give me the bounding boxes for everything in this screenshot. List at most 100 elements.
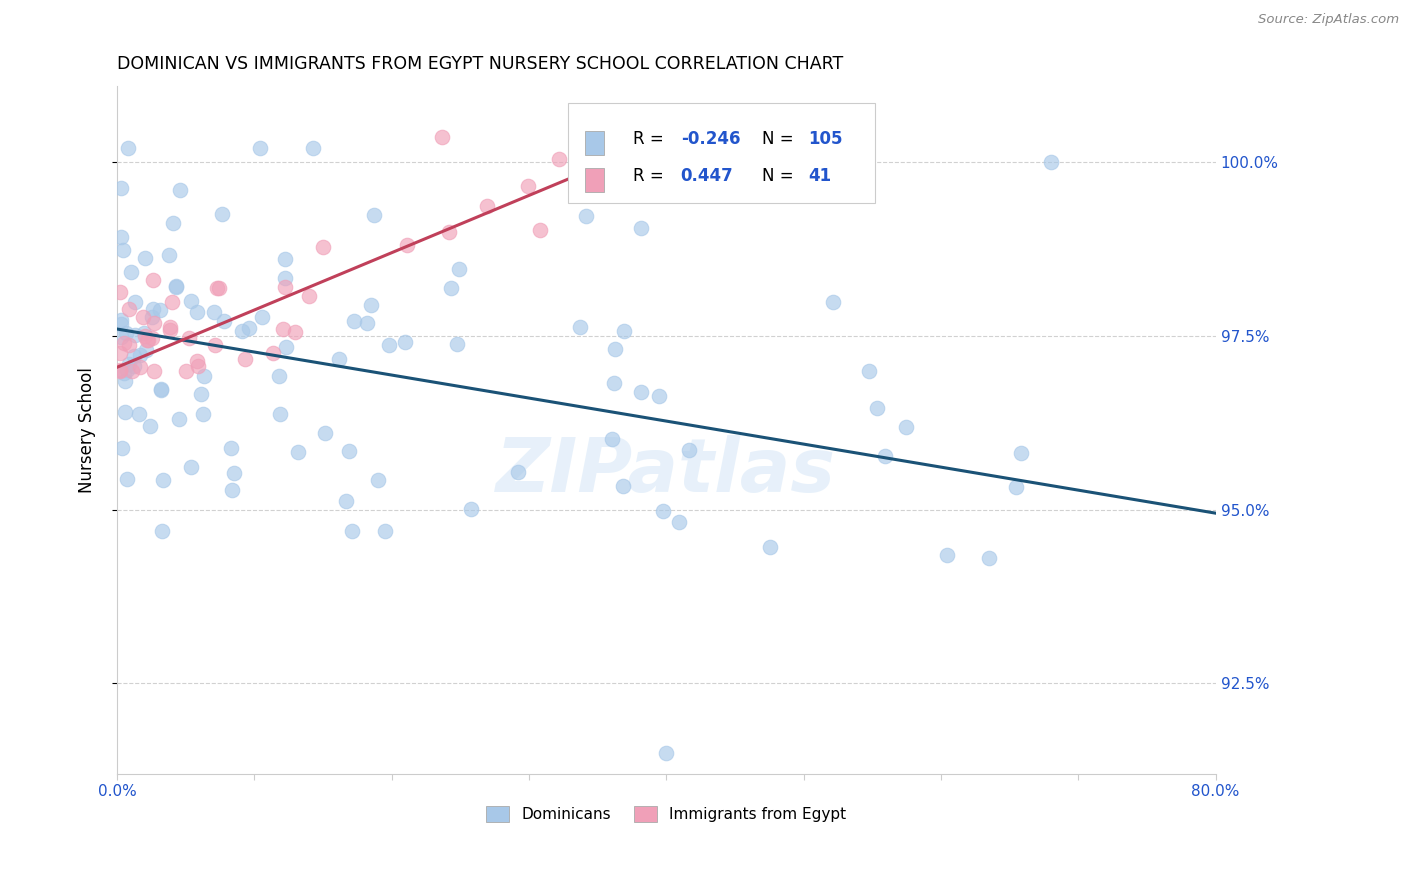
Point bbox=[159, 320, 181, 334]
Point bbox=[298, 288, 321, 302]
Point bbox=[655, 746, 678, 760]
Point bbox=[108, 285, 131, 300]
Point bbox=[212, 313, 235, 327]
Point bbox=[219, 442, 242, 456]
Point bbox=[122, 349, 145, 363]
Point bbox=[114, 374, 136, 388]
Point bbox=[460, 501, 482, 516]
Point bbox=[1004, 480, 1026, 494]
Point bbox=[128, 360, 150, 375]
Point bbox=[110, 230, 132, 244]
Point bbox=[894, 419, 917, 434]
Point bbox=[529, 223, 551, 237]
Text: 41: 41 bbox=[808, 167, 831, 185]
Point bbox=[159, 323, 181, 337]
Point bbox=[157, 248, 180, 262]
Point bbox=[233, 352, 256, 367]
Text: ZIPatlas: ZIPatlas bbox=[496, 434, 837, 508]
Point bbox=[112, 243, 135, 257]
Point bbox=[311, 239, 333, 253]
Point bbox=[613, 324, 636, 338]
Point bbox=[603, 376, 626, 390]
Text: 105: 105 bbox=[808, 129, 842, 148]
Point bbox=[115, 472, 138, 486]
Point bbox=[394, 335, 416, 350]
Point bbox=[134, 328, 156, 343]
Point bbox=[112, 335, 135, 350]
Point bbox=[143, 316, 166, 330]
Y-axis label: Nursery School: Nursery School bbox=[79, 367, 96, 492]
Point bbox=[124, 295, 146, 310]
Point bbox=[122, 359, 145, 374]
Point bbox=[284, 325, 307, 339]
Point bbox=[873, 450, 896, 464]
Point bbox=[249, 141, 271, 155]
Point bbox=[186, 353, 208, 368]
Point bbox=[374, 524, 396, 538]
Point bbox=[180, 293, 202, 308]
Point bbox=[238, 321, 260, 335]
Point bbox=[648, 389, 671, 403]
Point bbox=[150, 383, 173, 397]
Point bbox=[191, 408, 214, 422]
Point bbox=[121, 265, 143, 279]
Point bbox=[187, 359, 209, 373]
Point bbox=[108, 362, 131, 376]
Text: R =: R = bbox=[634, 167, 675, 185]
Text: Source: ZipAtlas.com: Source: ZipAtlas.com bbox=[1258, 13, 1399, 27]
Point bbox=[128, 407, 150, 421]
Point bbox=[112, 366, 135, 380]
Point bbox=[135, 343, 157, 358]
Point bbox=[342, 314, 364, 328]
Point bbox=[274, 340, 297, 354]
Point bbox=[142, 273, 165, 287]
Text: R =: R = bbox=[634, 129, 669, 148]
Point bbox=[208, 281, 231, 295]
Point bbox=[193, 369, 215, 384]
Point bbox=[446, 337, 468, 351]
Point bbox=[269, 407, 291, 421]
Point bbox=[363, 208, 385, 222]
Point bbox=[575, 209, 598, 223]
Point bbox=[652, 503, 675, 517]
Point bbox=[231, 324, 253, 338]
Point bbox=[603, 342, 626, 356]
Point bbox=[108, 364, 131, 378]
Point bbox=[149, 382, 172, 396]
Point bbox=[221, 483, 243, 497]
Point bbox=[139, 419, 162, 434]
Point bbox=[110, 181, 132, 195]
Point bbox=[678, 442, 700, 457]
Point bbox=[142, 301, 165, 316]
Point bbox=[202, 305, 225, 319]
Point bbox=[274, 280, 297, 294]
Point bbox=[439, 225, 461, 239]
Point bbox=[117, 338, 139, 352]
Point bbox=[377, 337, 399, 351]
Point bbox=[205, 281, 228, 295]
Point bbox=[1010, 445, 1032, 459]
Point bbox=[134, 251, 156, 265]
Point bbox=[449, 262, 471, 277]
Point bbox=[160, 294, 183, 309]
Legend: Dominicans, Immigrants from Egypt: Dominicans, Immigrants from Egypt bbox=[481, 800, 852, 828]
Text: 0.447: 0.447 bbox=[681, 167, 734, 185]
Text: -0.246: -0.246 bbox=[681, 129, 740, 148]
Point bbox=[475, 199, 498, 213]
Point bbox=[149, 303, 172, 318]
Point bbox=[141, 331, 163, 345]
Point bbox=[162, 216, 184, 230]
Point bbox=[250, 310, 273, 325]
Point bbox=[517, 178, 540, 193]
Point bbox=[367, 473, 389, 487]
Point bbox=[174, 364, 197, 378]
Point bbox=[152, 473, 174, 487]
Point bbox=[111, 441, 134, 455]
Point bbox=[110, 313, 132, 327]
Point bbox=[115, 326, 138, 341]
Point bbox=[138, 333, 160, 347]
Point bbox=[179, 331, 201, 345]
Point bbox=[360, 298, 382, 312]
Point bbox=[128, 348, 150, 362]
FancyBboxPatch shape bbox=[568, 103, 875, 202]
